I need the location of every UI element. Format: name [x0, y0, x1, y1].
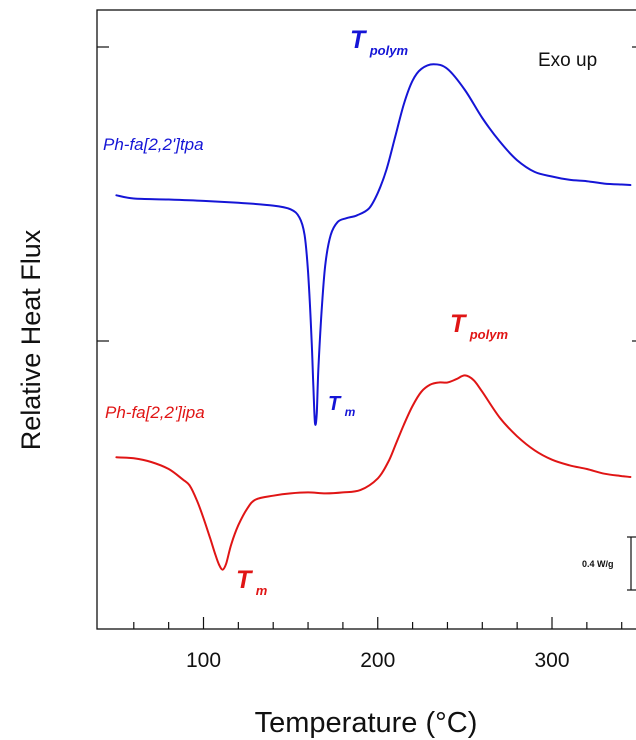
series-layer [115, 63, 632, 571]
tpa-polym-main: T [350, 26, 368, 54]
x-axis-title: Temperature (°C) [255, 707, 478, 739]
y-axis-title: Relative Heat Flux [16, 229, 46, 450]
plot-frame [96, 9, 636, 630]
series-label-tpa: Ph-fa[2,2']tpa [103, 135, 204, 154]
ipa-melt-label: T m [236, 566, 268, 598]
scale-bar [627, 536, 636, 591]
ipa-polym-sub: polym [469, 327, 509, 342]
tpa-polym-sub: polym [369, 43, 409, 58]
ipa-polym-label: T polym [450, 310, 508, 342]
ipa-melt-sub: m [256, 583, 268, 598]
y-axis-ticks [97, 46, 636, 342]
x-tick-label: 100 [186, 649, 221, 672]
scale-bar-label: 0.4 W/g [582, 559, 614, 569]
x-axis-tick-labels: 100 200 300 [186, 649, 570, 672]
tpa-melt-main: T [328, 393, 342, 415]
tpa-polym-label: T polym [350, 26, 408, 58]
ipa-melt-main: T [236, 566, 254, 594]
exo-up-note: Exo up [538, 50, 597, 71]
x-axis-ticks [133, 617, 623, 629]
ipa-polym-main: T [450, 310, 468, 338]
x-tick-label: 300 [534, 649, 569, 672]
tpa-melt-label: T m [328, 393, 356, 419]
series-label-ipa: Ph-fa[2,2']ipa [105, 403, 205, 422]
x-tick-label: 200 [360, 649, 395, 672]
tpa-melt-sub: m [345, 405, 356, 419]
series-line-tpa [115, 63, 632, 426]
series-line-ipa [115, 374, 632, 571]
